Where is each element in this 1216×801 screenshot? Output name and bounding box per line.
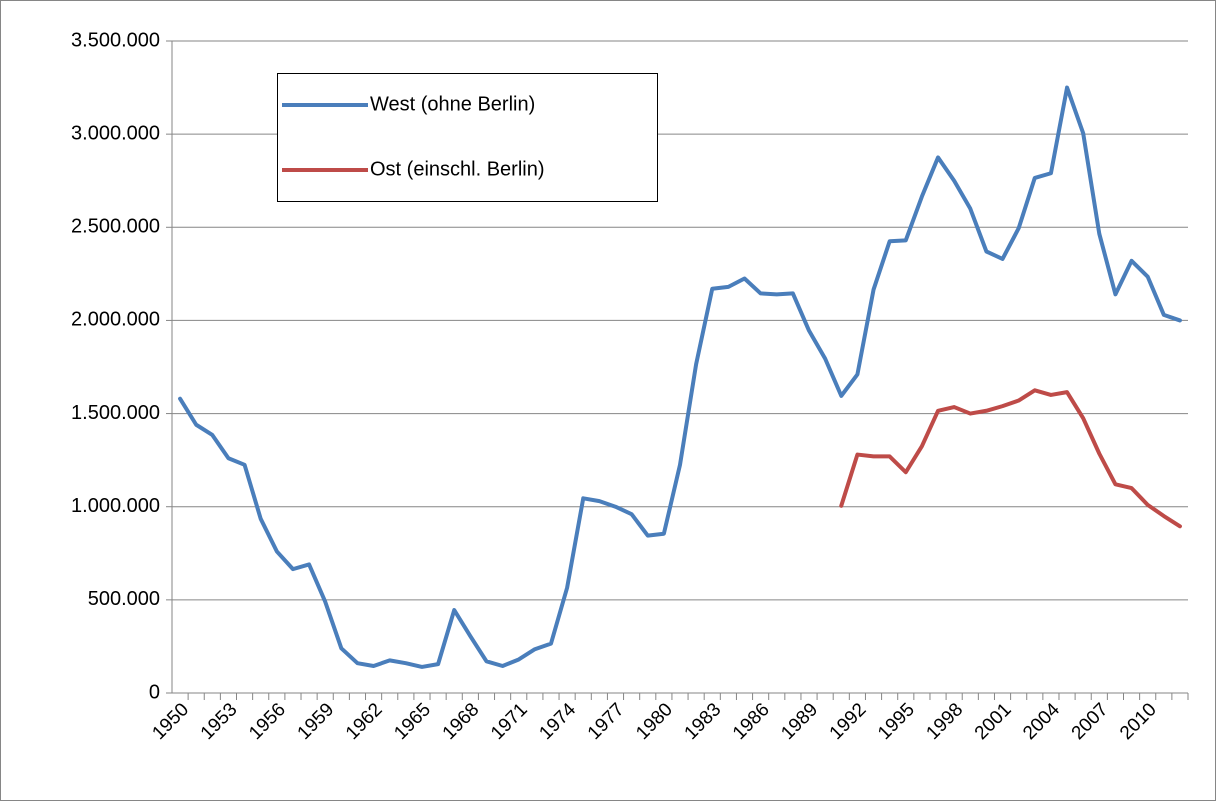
y-tick-label: 1.000.000 (71, 495, 160, 517)
y-tick-label: 2.500.000 (71, 216, 160, 238)
y-tick-label: 500.000 (88, 588, 160, 610)
legend-box (277, 73, 658, 202)
y-tick-label: 1.500.000 (71, 402, 160, 424)
y-tick-label: 2.000.000 (71, 309, 160, 331)
y-tick-label: 0 (149, 681, 160, 703)
legend-label: Ost (einschl. Berlin) (370, 158, 545, 180)
series-line (839, 388, 1182, 529)
series-line (178, 85, 1182, 669)
y-tick-label: 3.500.000 (71, 29, 160, 51)
legend-label: West (ohne Berlin) (370, 93, 535, 115)
y-tick-label: 3.000.000 (71, 122, 160, 144)
